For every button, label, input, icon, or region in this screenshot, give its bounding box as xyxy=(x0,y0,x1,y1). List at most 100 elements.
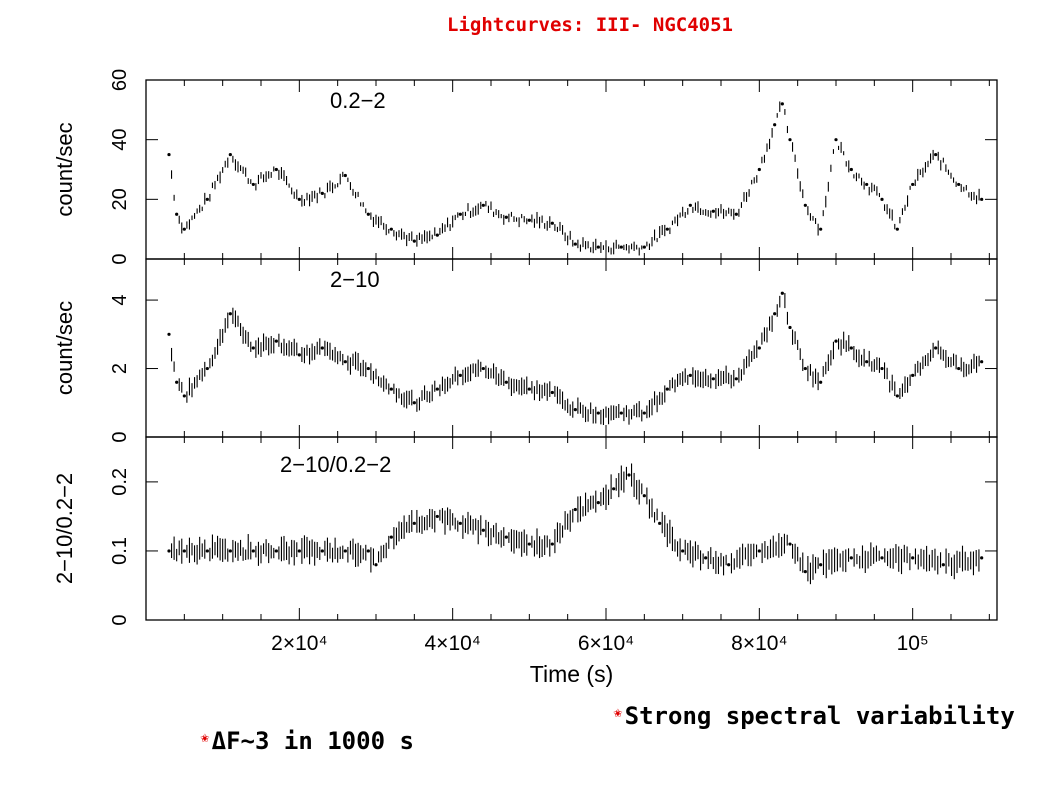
data-point xyxy=(980,197,984,201)
data-point xyxy=(167,152,171,157)
data-point xyxy=(481,366,485,371)
data-point xyxy=(711,209,715,213)
data-point xyxy=(182,549,186,553)
data-point xyxy=(934,346,938,350)
data-point xyxy=(880,197,884,201)
x-tick-label: 4×10⁴ xyxy=(425,632,481,655)
panel-2: 0 2 4 count/sec 2−10 xyxy=(52,258,998,443)
data-point xyxy=(550,542,554,546)
data-point xyxy=(704,556,708,560)
y-axis-label: count/sec xyxy=(52,301,77,395)
data-point xyxy=(788,138,792,142)
data-point xyxy=(642,411,646,415)
data-point xyxy=(205,366,209,371)
panel-frame xyxy=(145,436,998,621)
x-tick-label: 10⁵ xyxy=(897,632,929,655)
y-tick-label: 60 xyxy=(109,69,131,91)
panel-3: 0 0.1 0.2 2−10/0.2−2 2−10/0.2−2 2×10⁴ 4×10⁴ 6×1… xyxy=(52,436,998,687)
data-point xyxy=(957,366,961,371)
data-point xyxy=(880,556,884,560)
data-point xyxy=(343,360,347,364)
data-point xyxy=(665,387,669,391)
star-bullet-icon: ✬ xyxy=(200,727,210,746)
data-point xyxy=(274,549,278,553)
data-point xyxy=(458,373,462,377)
data-point xyxy=(849,167,853,172)
data-point xyxy=(481,528,485,532)
data-point xyxy=(880,366,884,371)
data-point xyxy=(458,212,462,216)
data-point xyxy=(681,549,685,553)
y-tick-label: 20 xyxy=(109,188,131,210)
data-point xyxy=(228,152,232,157)
panel-1: 0 20 40 60 count/sec 0.2−2 xyxy=(52,69,998,265)
data-point xyxy=(297,197,301,201)
data-point xyxy=(980,360,984,364)
data-point xyxy=(167,332,171,336)
data-point xyxy=(865,360,869,364)
data-point xyxy=(642,494,646,498)
data-point xyxy=(366,212,370,216)
y-tick-label: 0.2 xyxy=(109,468,131,496)
data-point xyxy=(251,346,255,350)
data-point xyxy=(389,227,393,231)
data-point xyxy=(773,312,777,316)
data-point xyxy=(228,549,232,553)
data-point xyxy=(849,556,853,560)
data-point xyxy=(834,339,838,343)
data-point xyxy=(297,549,301,553)
data-point xyxy=(435,233,439,237)
data-point xyxy=(773,123,777,127)
data-point xyxy=(734,377,738,381)
x-tick-label: 2×10⁴ xyxy=(271,632,327,655)
data-point xyxy=(182,227,186,231)
data-point xyxy=(527,218,531,222)
bullet-spectral-variability: ✬Strong spectral variability xyxy=(613,702,1015,730)
bullet-flux-change: ✬ΔF~3 in 1000 s xyxy=(200,727,414,755)
data-point xyxy=(911,373,915,377)
data-point xyxy=(175,212,179,216)
data-point xyxy=(504,535,508,539)
data-point xyxy=(596,411,600,415)
data-point xyxy=(849,346,853,350)
data-point xyxy=(596,245,600,249)
data-point xyxy=(688,203,692,207)
data-point xyxy=(550,390,554,395)
data-point xyxy=(412,239,416,243)
data-point xyxy=(596,501,600,505)
data-point xyxy=(343,549,347,553)
data-point xyxy=(612,487,616,491)
data-point xyxy=(412,521,416,525)
panel-label: 2−10 xyxy=(330,267,380,292)
data-point xyxy=(389,387,393,391)
data-point xyxy=(934,152,938,157)
y-axis-label: 2−10/0.2−2 xyxy=(52,473,77,584)
y-tick-label: 0 xyxy=(109,614,131,625)
data-point xyxy=(957,182,961,187)
data-point xyxy=(803,570,807,574)
data-point xyxy=(251,182,255,187)
data-point xyxy=(458,521,462,525)
data-point xyxy=(895,227,899,231)
bullet-text: ΔF~3 in 1000 s xyxy=(211,727,414,755)
data-point xyxy=(788,325,792,330)
data-point xyxy=(573,507,577,512)
data-point xyxy=(343,173,347,178)
y-tick-label: 2 xyxy=(109,363,131,374)
data-point xyxy=(941,563,945,567)
y-axis-label: count/sec xyxy=(52,122,77,216)
data-point xyxy=(481,203,485,207)
data-point xyxy=(320,549,324,553)
data-point xyxy=(727,563,731,567)
data-point xyxy=(573,242,577,246)
data-point xyxy=(788,542,792,546)
page-title: Lightcurves: III- NGC4051 xyxy=(447,14,733,36)
data-point xyxy=(228,312,232,316)
data-point xyxy=(911,182,915,187)
data-point xyxy=(389,535,393,539)
data-point xyxy=(435,514,439,519)
y-tick-label: 0 xyxy=(109,431,131,442)
data-point xyxy=(175,380,179,384)
data-point xyxy=(688,373,692,377)
data-point xyxy=(527,542,531,546)
